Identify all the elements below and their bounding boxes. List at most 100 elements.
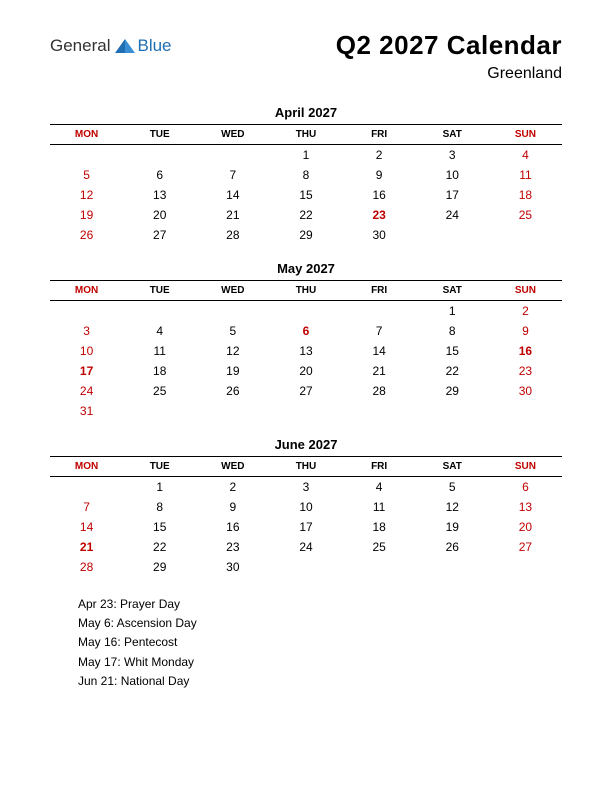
calendar-cell: 18 <box>123 361 196 381</box>
day-header: SUN <box>489 281 562 301</box>
calendar-table: MONTUEWEDTHUFRISATSUN1234567891011121314… <box>50 456 562 577</box>
calendar-cell: 23 <box>489 361 562 381</box>
calendar-row: 78910111213 <box>50 497 562 517</box>
day-header: FRI <box>343 281 416 301</box>
calendar-cell: 30 <box>343 225 416 245</box>
calendar-cell <box>269 301 342 322</box>
calendar-cell: 26 <box>50 225 123 245</box>
month-block: May 2027MONTUEWEDTHUFRISATSUN12345678910… <box>50 261 562 421</box>
calendar-row: 17181920212223 <box>50 361 562 381</box>
calendar-row: 123456 <box>50 477 562 498</box>
calendar-row: 282930 <box>50 557 562 577</box>
calendar-cell: 4 <box>123 321 196 341</box>
day-header: SUN <box>489 457 562 477</box>
calendar-cell: 23 <box>343 205 416 225</box>
calendar-cell: 1 <box>123 477 196 498</box>
month-block: April 2027MONTUEWEDTHUFRISATSUN123456789… <box>50 105 562 245</box>
calendar-cell: 9 <box>489 321 562 341</box>
calendar-cell: 14 <box>196 185 269 205</box>
brand-logo: General Blue <box>50 36 172 56</box>
calendar-cell: 1 <box>269 145 342 166</box>
calendar-cell: 30 <box>196 557 269 577</box>
day-header: THU <box>269 281 342 301</box>
calendar-cell <box>196 301 269 322</box>
day-header: SUN <box>489 125 562 145</box>
calendar-cell: 15 <box>269 185 342 205</box>
month-name: June 2027 <box>50 437 562 452</box>
day-header: TUE <box>123 281 196 301</box>
month-name: April 2027 <box>50 105 562 120</box>
calendar-cell: 31 <box>50 401 123 421</box>
calendar-cell <box>416 557 489 577</box>
calendar-row: 14151617181920 <box>50 517 562 537</box>
day-header: SAT <box>416 125 489 145</box>
calendar-cell: 15 <box>123 517 196 537</box>
calendar-cell: 4 <box>343 477 416 498</box>
calendar-row: 24252627282930 <box>50 381 562 401</box>
calendar-cell: 6 <box>269 321 342 341</box>
calendar-cell: 2 <box>343 145 416 166</box>
calendar-table: MONTUEWEDTHUFRISATSUN1234567891011121314… <box>50 280 562 421</box>
day-header: WED <box>196 457 269 477</box>
calendar-cell: 3 <box>50 321 123 341</box>
calendar-cell: 27 <box>269 381 342 401</box>
calendar-cell: 11 <box>123 341 196 361</box>
header: General Blue Q2 2027 Calendar Greenland <box>50 30 562 83</box>
day-header: FRI <box>343 457 416 477</box>
calendar-cell: 28 <box>343 381 416 401</box>
calendar-cell: 14 <box>343 341 416 361</box>
day-header: MON <box>50 281 123 301</box>
calendar-cell: 22 <box>269 205 342 225</box>
calendar-table: MONTUEWEDTHUFRISATSUN1234567891011121314… <box>50 124 562 245</box>
day-header: MON <box>50 125 123 145</box>
calendar-cell: 19 <box>50 205 123 225</box>
holiday-entry: May 17: Whit Monday <box>78 653 562 672</box>
day-header: SAT <box>416 457 489 477</box>
calendar-cell <box>489 401 562 421</box>
calendar-cell: 24 <box>269 537 342 557</box>
calendar-cell: 6 <box>489 477 562 498</box>
holiday-entry: Apr 23: Prayer Day <box>78 595 562 614</box>
calendar-row: 12 <box>50 301 562 322</box>
holiday-entry: May 16: Pentecost <box>78 633 562 652</box>
calendar-cell <box>416 225 489 245</box>
calendar-cell: 5 <box>416 477 489 498</box>
calendar-cell: 21 <box>196 205 269 225</box>
calendar-cell: 25 <box>489 205 562 225</box>
calendar-cell <box>50 301 123 322</box>
calendar-cell: 13 <box>489 497 562 517</box>
calendar-row: 31 <box>50 401 562 421</box>
calendar-cell <box>196 401 269 421</box>
calendar-cell: 11 <box>343 497 416 517</box>
calendar-cell: 30 <box>489 381 562 401</box>
holiday-entry: Jun 21: National Day <box>78 672 562 691</box>
calendar-cell: 17 <box>416 185 489 205</box>
calendar-cell: 13 <box>269 341 342 361</box>
calendar-row: 10111213141516 <box>50 341 562 361</box>
calendar-cell: 29 <box>123 557 196 577</box>
calendar-cell: 9 <box>343 165 416 185</box>
calendar-cell: 12 <box>416 497 489 517</box>
calendar-cell: 3 <box>269 477 342 498</box>
calendar-row: 1234 <box>50 145 562 166</box>
day-header: WED <box>196 125 269 145</box>
calendar-cell: 15 <box>416 341 489 361</box>
calendar-cell <box>489 557 562 577</box>
calendar-cell: 17 <box>50 361 123 381</box>
calendar-cell <box>50 477 123 498</box>
month-name: May 2027 <box>50 261 562 276</box>
calendar-cell <box>343 401 416 421</box>
calendar-row: 12131415161718 <box>50 185 562 205</box>
calendar-cell: 16 <box>196 517 269 537</box>
page-title: Q2 2027 Calendar <box>336 30 562 61</box>
calendar-cell: 2 <box>489 301 562 322</box>
calendar-cell <box>123 145 196 166</box>
calendar-cell: 10 <box>269 497 342 517</box>
calendar-cell: 10 <box>50 341 123 361</box>
calendar-cell <box>196 145 269 166</box>
calendar-row: 3456789 <box>50 321 562 341</box>
calendar-cell: 19 <box>416 517 489 537</box>
calendar-cell <box>489 225 562 245</box>
calendar-cell: 9 <box>196 497 269 517</box>
title-block: Q2 2027 Calendar Greenland <box>336 30 562 83</box>
